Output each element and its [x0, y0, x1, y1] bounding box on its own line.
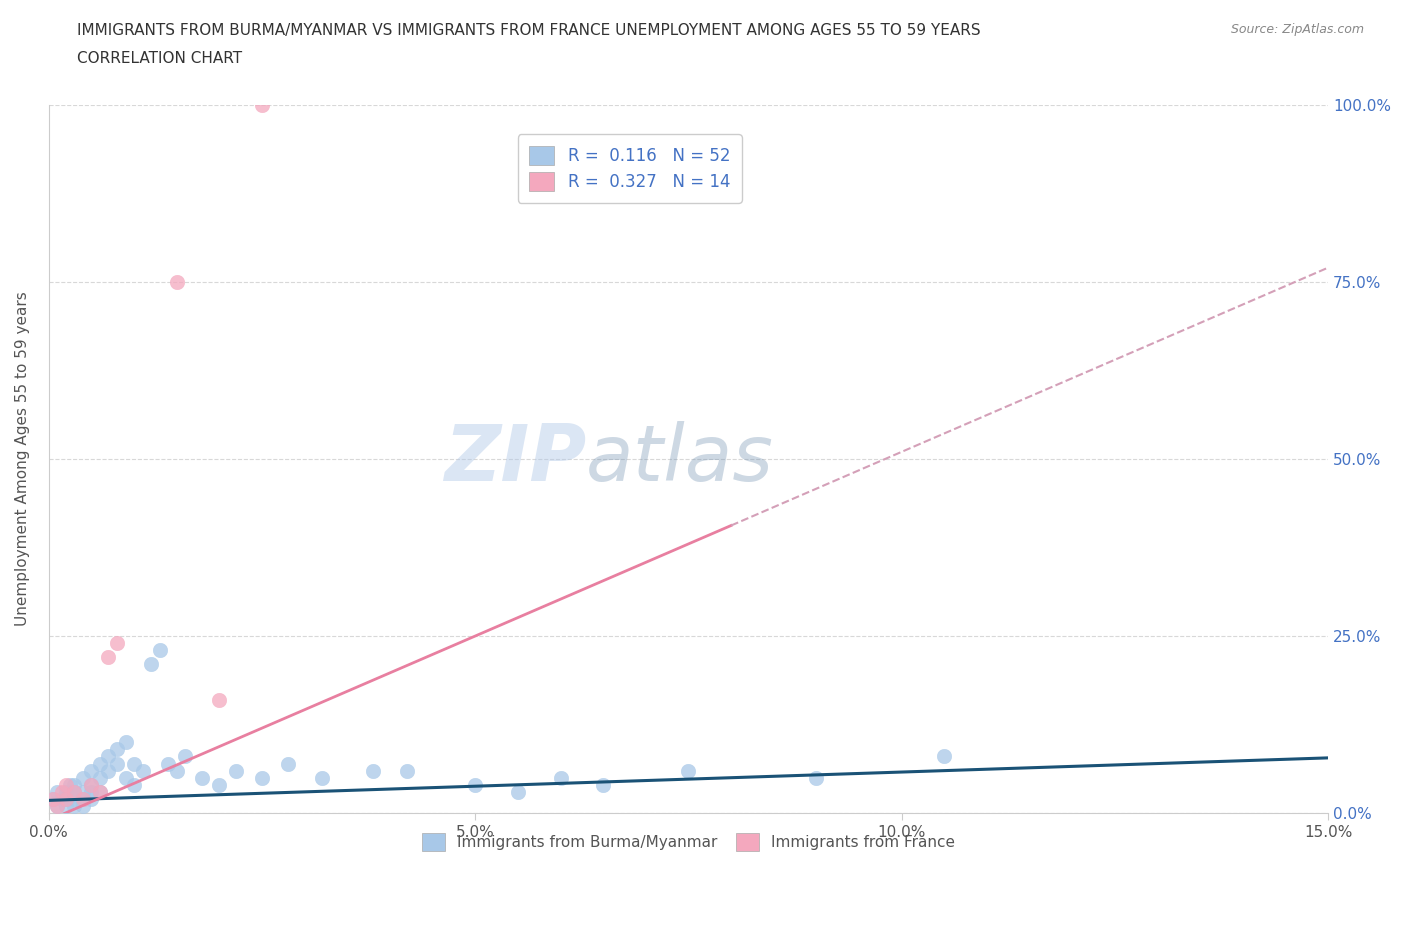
Point — [42, 791, 65, 806]
Point — [72, 799, 94, 814]
Point — [464, 777, 486, 792]
Point — [166, 274, 188, 289]
Point — [63, 784, 86, 799]
Point — [59, 777, 82, 792]
Y-axis label: Unemployment Among Ages 55 to 59 years: Unemployment Among Ages 55 to 59 years — [15, 291, 30, 626]
Point — [311, 770, 333, 785]
Point — [42, 791, 65, 806]
Point — [46, 784, 69, 799]
Point — [395, 764, 418, 778]
Point — [55, 791, 77, 806]
Point — [806, 770, 828, 785]
Point — [506, 784, 529, 799]
Point — [678, 764, 700, 778]
Point — [166, 764, 188, 778]
Point — [72, 770, 94, 785]
Point — [225, 764, 247, 778]
Point — [149, 643, 172, 658]
Point — [131, 764, 153, 778]
Point — [80, 777, 103, 792]
Point — [592, 777, 614, 792]
Point — [55, 784, 77, 799]
Point — [174, 749, 197, 764]
Text: CORRELATION CHART: CORRELATION CHART — [77, 51, 242, 66]
Point — [89, 784, 111, 799]
Point — [139, 657, 162, 671]
Point — [105, 742, 128, 757]
Point — [55, 777, 77, 792]
Legend: Immigrants from Burma/Myanmar, Immigrants from France: Immigrants from Burma/Myanmar, Immigrant… — [415, 826, 963, 858]
Point — [122, 756, 145, 771]
Point — [51, 791, 73, 806]
Point — [72, 791, 94, 806]
Point — [250, 770, 273, 785]
Point — [97, 764, 120, 778]
Point — [114, 770, 136, 785]
Point — [191, 770, 214, 785]
Point — [63, 777, 86, 792]
Point — [934, 749, 956, 764]
Point — [80, 764, 103, 778]
Point — [277, 756, 299, 771]
Point — [55, 791, 77, 806]
Point — [80, 784, 103, 799]
Point — [80, 777, 103, 792]
Text: atlas: atlas — [586, 421, 773, 497]
Point — [80, 791, 103, 806]
Point — [46, 799, 69, 814]
Point — [97, 749, 120, 764]
Point — [63, 799, 86, 814]
Point — [72, 791, 94, 806]
Point — [51, 784, 73, 799]
Point — [114, 735, 136, 750]
Point — [550, 770, 572, 785]
Point — [208, 777, 231, 792]
Point — [105, 636, 128, 651]
Point — [89, 770, 111, 785]
Point — [361, 764, 384, 778]
Point — [63, 784, 86, 799]
Point — [55, 799, 77, 814]
Text: ZIP: ZIP — [444, 421, 586, 497]
Point — [63, 791, 86, 806]
Point — [122, 777, 145, 792]
Point — [89, 756, 111, 771]
Point — [208, 692, 231, 707]
Text: IMMIGRANTS FROM BURMA/MYANMAR VS IMMIGRANTS FROM FRANCE UNEMPLOYMENT AMONG AGES : IMMIGRANTS FROM BURMA/MYANMAR VS IMMIGRA… — [77, 23, 981, 38]
Point — [250, 98, 273, 113]
Point — [72, 784, 94, 799]
Point — [89, 784, 111, 799]
Point — [157, 756, 180, 771]
Text: Source: ZipAtlas.com: Source: ZipAtlas.com — [1230, 23, 1364, 36]
Point — [97, 650, 120, 665]
Point — [105, 756, 128, 771]
Point — [46, 799, 69, 814]
